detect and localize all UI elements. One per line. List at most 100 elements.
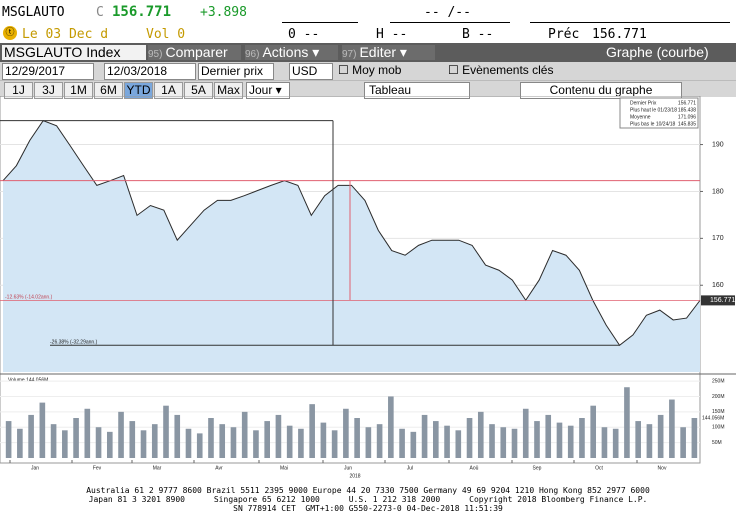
volume-bar xyxy=(106,431,113,458)
y-tick-label: 50M xyxy=(712,440,722,446)
volume-bar xyxy=(185,428,192,458)
period-button[interactable]: 1J xyxy=(4,82,33,99)
volume-bar xyxy=(17,428,23,458)
volume-bar xyxy=(219,424,226,458)
volume-bar xyxy=(410,431,417,458)
period-button[interactable]: YTD xyxy=(124,82,153,99)
checkbox[interactable]: ☐ xyxy=(338,63,353,77)
field[interactable]: Dernier prix xyxy=(198,63,274,80)
volume-bar xyxy=(421,414,428,458)
toolbar-button[interactable]: 96) Actions ▾ xyxy=(245,45,338,60)
annotation: -12.63% (-14.02ann.) xyxy=(5,295,53,301)
footer-line: Japan 81 3 3201 8900 Singapore 65 6212 1… xyxy=(88,495,648,504)
y-tick-label: 250M xyxy=(712,378,725,384)
moving-avg-label: Moy mob xyxy=(352,63,402,77)
x-tick-label: Sep xyxy=(533,465,542,471)
volume-bar xyxy=(28,414,34,458)
ticker: MSGLAUTO xyxy=(2,5,65,20)
checkbox[interactable]: ☐ xyxy=(448,63,463,77)
footer-line: SN 778914 CET GMT+1:00 G550-2273-0 04-De… xyxy=(233,504,503,513)
volume-bar xyxy=(455,430,462,458)
volume-bar xyxy=(39,402,46,458)
currency[interactable]: USD xyxy=(289,63,333,80)
volume-bar xyxy=(444,425,450,458)
period-button[interactable]: Max xyxy=(214,82,243,99)
volume-bar xyxy=(151,424,158,458)
x-tick-label: Mai xyxy=(280,465,288,471)
volume-bar xyxy=(590,405,597,458)
toolbar-button[interactable]: 95) Comparer xyxy=(148,45,241,60)
volume-bar xyxy=(286,425,293,458)
volume-bar xyxy=(433,421,439,458)
frequency[interactable]: Jour ▾ xyxy=(246,82,290,99)
volume-bar xyxy=(657,414,664,458)
volume-bar xyxy=(388,396,394,458)
volume-bar xyxy=(601,427,608,458)
volume-bar xyxy=(196,433,203,458)
toolbar: MSGLAUTO Index Graphe (courbe) 95) Compar… xyxy=(0,43,736,62)
button-number: 97) xyxy=(342,49,357,60)
prev: 156.771 xyxy=(592,27,647,42)
period-button[interactable]: 5A xyxy=(184,82,213,99)
period-button[interactable]: 3J xyxy=(34,82,63,99)
legend-label: Dernier Prix xyxy=(630,100,657,106)
annotation: -26.38% (-32.29ann.) xyxy=(50,340,98,346)
y-tick-label: 190 xyxy=(712,141,724,148)
volume-bar xyxy=(500,427,507,458)
toolbar-button[interactable]: 97) Editer ▾ xyxy=(342,45,435,60)
x-tick-label: Jul xyxy=(407,465,413,471)
table-button[interactable]: Tableau xyxy=(364,82,470,99)
moving-avg[interactable]: ☐ Moy mob xyxy=(338,63,401,78)
volume-label: Volume 144.056M xyxy=(8,377,48,383)
chart: 160 170 180 190 -12.63% (-14.02ann.) -26.38% … xyxy=(0,96,736,479)
contents-button[interactable]: Contenu du graphe xyxy=(520,82,682,99)
button-number: 95) xyxy=(148,49,163,60)
volume-bar xyxy=(208,418,214,458)
volume-bar xyxy=(264,421,270,458)
end-date[interactable]: 12/03/2018 xyxy=(104,63,196,80)
volume-bar xyxy=(399,428,405,458)
icon[interactable]: ⓣ xyxy=(3,26,17,40)
price-area xyxy=(3,120,700,372)
footer: Australia 61 2 9777 8600 Brazil 5511 239… xyxy=(0,486,736,513)
volume-bar xyxy=(275,414,282,458)
button-label: Actions ▾ xyxy=(262,44,320,60)
security[interactable]: MSGLAUTO Index xyxy=(2,45,146,60)
events-label: Evènements clés xyxy=(462,63,554,77)
x-tick-label: Oct xyxy=(595,465,603,471)
volume-bar xyxy=(691,418,698,458)
volume-bar xyxy=(174,414,181,458)
footer-line: Australia 61 2 9777 8600 Brazil 5511 239… xyxy=(86,486,650,495)
x-tick-label: Aoû xyxy=(470,465,479,471)
start-date[interactable]: 12/29/2017 xyxy=(2,63,94,80)
vol: Vol 0 xyxy=(146,27,186,42)
legend-box xyxy=(619,97,699,129)
legend-label: Moyenne xyxy=(630,114,651,120)
volume-bar xyxy=(522,408,529,458)
legend-value: 171.096 xyxy=(678,114,696,120)
volume-bar xyxy=(298,428,304,458)
x-tick-label: Fev xyxy=(93,465,102,471)
events[interactable]: ☐ Evènements clés xyxy=(448,63,553,78)
legend-label: Plus haut le 01/23/18 xyxy=(630,107,677,113)
plot-border xyxy=(0,96,701,464)
chart-type[interactable]: Graphe (courbe) xyxy=(606,44,709,60)
volume-bar xyxy=(466,418,473,458)
volume-bar xyxy=(118,411,124,458)
last-price-label: 156.771 xyxy=(710,297,735,304)
y-tick-label: 100M xyxy=(712,425,725,431)
open: 0 -- xyxy=(288,27,320,42)
button-number: 96) xyxy=(245,49,260,60)
period-button[interactable]: 6M xyxy=(94,82,123,99)
button-label: Comparer xyxy=(165,44,228,60)
volume-bar xyxy=(140,430,147,458)
volume-bar xyxy=(669,399,675,458)
volume-bar xyxy=(62,430,68,458)
volume-bar xyxy=(624,387,630,458)
period-button[interactable]: 1M xyxy=(64,82,93,99)
year-label: 2018 xyxy=(349,473,360,479)
volume-bar xyxy=(376,424,383,458)
period-button[interactable]: 1A xyxy=(154,82,183,99)
